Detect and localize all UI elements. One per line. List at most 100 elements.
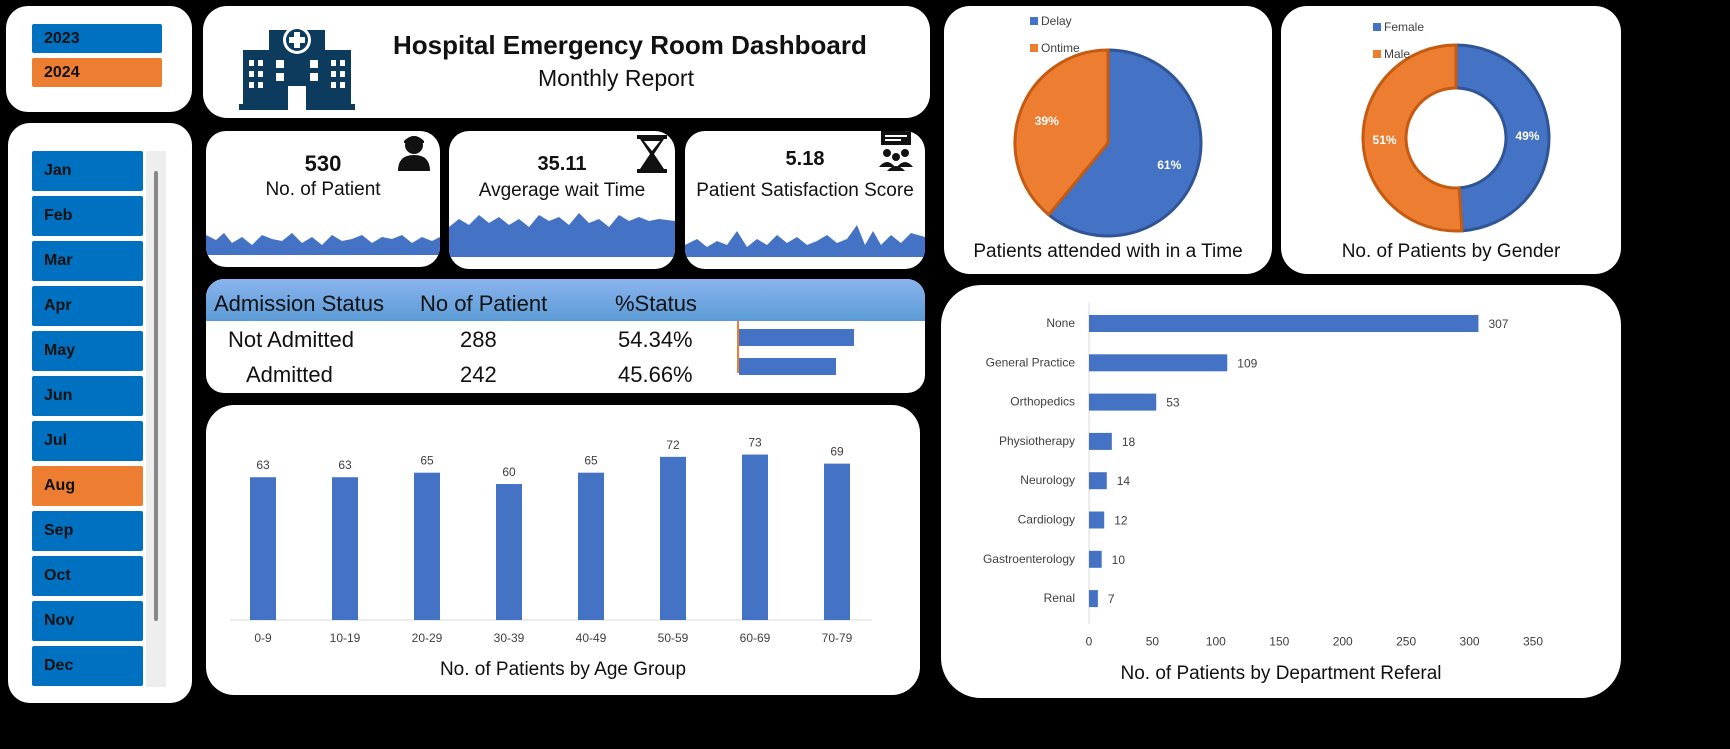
month-nov-button[interactable]: Nov	[32, 601, 143, 641]
dept-tick-label: 150	[1269, 634, 1289, 648]
dept-bar-physiotherapy	[1089, 432, 1112, 450]
legend-label-female: Female	[1384, 20, 1424, 34]
month-jul-button[interactable]: Jul	[32, 421, 143, 461]
hospital-icon	[239, 16, 355, 115]
dept-category-label: Cardiology	[1018, 513, 1075, 527]
age-chart-title: No. of Patients by Age Group	[439, 659, 687, 680]
dept-tick-label: 0	[1086, 634, 1093, 648]
dept-category-label: Gastroenterology	[983, 552, 1075, 566]
year-2024-button[interactable]: 2024	[32, 58, 162, 87]
admission-table-header	[206, 279, 925, 321]
row-count: 242	[460, 362, 497, 387]
dept-tick-label: 250	[1396, 634, 1416, 648]
gender-donut-title: No. of Patients by Gender	[1341, 241, 1561, 262]
dashboard-subtitle: Monthly Report	[538, 65, 694, 91]
month-dec-button[interactable]: Dec	[32, 646, 143, 686]
dept-tick-label: 200	[1333, 634, 1353, 648]
dept-category-label: Orthopedics	[1010, 395, 1075, 409]
age-data-label: 60	[502, 465, 516, 479]
age-data-label: 73	[748, 436, 762, 450]
time-pie-card: 61% Delay 39% Ontime Patients attended with…	[944, 6, 1272, 274]
kpi-wait-label: Avgerage wait Time	[478, 180, 646, 201]
dept-data-label: 53	[1166, 396, 1180, 410]
header-status-pct: %Status	[615, 291, 697, 316]
month-feb-button[interactable]: Feb	[32, 196, 143, 236]
age-bar-60-69	[742, 454, 768, 620]
month-apr-button[interactable]: Apr	[32, 286, 143, 326]
age-tick-label: 0-9	[254, 631, 272, 645]
kpi-patients-sparkline	[206, 233, 440, 255]
hourglass-icon	[635, 135, 669, 178]
row-count: 288	[460, 327, 497, 352]
age-bar-0-9	[250, 477, 276, 620]
admission-table-card: Admission Status No of Patient %Status N…	[206, 279, 925, 393]
kpi-patients-label: No. of Patient	[265, 179, 381, 200]
slice-label: 39%	[1035, 114, 1059, 128]
patient-icon	[396, 133, 432, 176]
dept-bar-none	[1089, 315, 1479, 332]
month-may-button[interactable]: May	[32, 331, 143, 371]
age-bar-20-29	[414, 472, 440, 620]
age-tick-label: 70-79	[822, 631, 853, 645]
age-tick-label: 50-59	[658, 631, 689, 645]
age-tick-label: 40-49	[576, 631, 607, 645]
dept-data-label: 10	[1112, 553, 1126, 567]
legend-label-ontime: Ontime	[1041, 41, 1080, 55]
kpi-wait-sparkline	[449, 213, 675, 257]
age-bar-30-39	[496, 484, 522, 620]
year-2023-button[interactable]: 2023	[32, 24, 162, 53]
dept-tick-label: 100	[1206, 634, 1226, 648]
month-sep-button[interactable]: Sep	[32, 511, 143, 551]
time-pie-chart: 61% Delay 39% Ontime	[1013, 14, 1203, 238]
dept-category-label: Neurology	[1020, 473, 1075, 487]
legend-label-male: Male	[1384, 47, 1410, 61]
databar-admitted	[739, 358, 836, 375]
dept-data-label: 7	[1108, 592, 1115, 606]
department-chart: None 307 General Practice 109 Orthopedics 53 P…	[983, 303, 1543, 648]
age-bar-40-49	[578, 472, 604, 620]
kpi-satisfaction-card: 5.18 Patient Satisfaction Score	[685, 131, 925, 269]
row-status: Not Admitted	[228, 327, 354, 352]
slice-label: 51%	[1373, 133, 1397, 147]
header-no-of-patient: No of Patient	[420, 291, 548, 316]
dept-tick-label: 50	[1146, 634, 1160, 648]
title-card: Hospital Emergency Room Dashboard Monthl…	[203, 6, 930, 118]
age-chart-card: 63 0-9 63 10-19 65 20-29 60 30-39 65 40-49 72 50-59…	[206, 405, 920, 695]
dept-tick-label: 350	[1523, 634, 1543, 648]
age-tick-label: 10-19	[330, 631, 361, 645]
age-data-label: 65	[584, 454, 598, 468]
gender-donut-chart: 49% Female 51% Male	[1361, 20, 1551, 233]
dept-data-label: 18	[1122, 435, 1136, 449]
dept-bar-neurology	[1089, 472, 1107, 490]
gender-donut-card: 49% Female 51% Male No. of Patients by Gend…	[1281, 6, 1621, 274]
age-data-label: 65	[420, 454, 434, 468]
age-data-label: 63	[338, 458, 352, 472]
month-aug-button[interactable]: Aug	[32, 466, 143, 506]
age-data-label: 72	[666, 438, 680, 452]
month-mar-button[interactable]: Mar	[32, 241, 143, 281]
slice-ontime	[1013, 48, 1110, 217]
age-chart: 63 0-9 63 10-19 65 20-29 60 30-39 65 40-49 72 50-59…	[230, 436, 872, 645]
month-oct-button[interactable]: Oct	[32, 556, 143, 596]
dept-bar-cardiology	[1089, 511, 1105, 529]
age-data-label: 69	[830, 445, 844, 459]
month-slicer: Jan Feb Mar Apr May Jun Jul Aug Sep Oct Nov Dec	[8, 123, 192, 703]
department-chart-title: No. of Patients by Department Referal	[1120, 663, 1442, 684]
kpi-wait-value: 35.11	[537, 153, 587, 175]
row-status: Admitted	[246, 362, 333, 387]
slice-label: 49%	[1515, 129, 1539, 143]
dashboard-title: Hospital Emergency Room Dashboard	[393, 30, 867, 60]
dept-bar-renal	[1089, 590, 1098, 608]
age-bar-70-79	[824, 463, 850, 620]
month-jan-button[interactable]: Jan	[32, 151, 143, 191]
slicer-scrollbar[interactable]	[154, 171, 158, 621]
legend-swatch	[1373, 23, 1381, 31]
year-slicer: 2023 2024	[6, 6, 192, 112]
header-admission-status: Admission Status	[214, 291, 384, 316]
databar-not-admitted	[739, 329, 854, 346]
kpi-patients-value: 530	[304, 151, 342, 176]
month-jun-button[interactable]: Jun	[32, 376, 143, 416]
slice-female	[1454, 43, 1551, 233]
age-tick-label: 60-69	[740, 631, 771, 645]
